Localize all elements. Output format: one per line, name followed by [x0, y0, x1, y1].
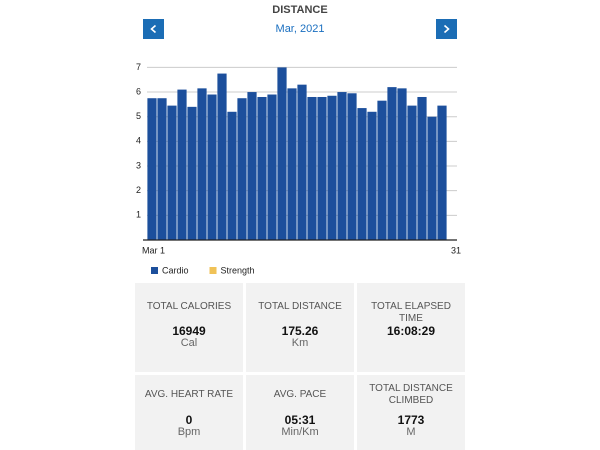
- stat-cell: TOTAL CALORIES 16949 Cal: [135, 283, 243, 372]
- bar: [287, 88, 297, 240]
- bar: [427, 116, 437, 240]
- bar: [207, 94, 217, 241]
- y-tick-label: 2: [136, 185, 141, 195]
- bar: [397, 88, 407, 240]
- y-tick-label: 4: [136, 136, 141, 146]
- bar: [347, 93, 357, 240]
- stat-value: 175.26: [281, 324, 319, 338]
- stat-label: TOTAL ELAPSED TIME: [371, 301, 451, 324]
- next-button[interactable]: [436, 19, 457, 39]
- bar: [407, 105, 417, 240]
- bar: [317, 96, 327, 240]
- stat-label: AVG. HEART RATE: [144, 389, 234, 400]
- bar: [177, 89, 187, 240]
- prev-button[interactable]: [143, 19, 164, 39]
- bar: [337, 92, 347, 240]
- bar: [417, 96, 427, 240]
- bar: [367, 111, 377, 240]
- stat-unit: Bpm: [177, 426, 201, 438]
- stat-label: TOTAL DISTANCE: [258, 301, 342, 312]
- bar: [167, 105, 177, 240]
- period: Mar, 2021: [276, 23, 325, 35]
- stat-value: 1773: [397, 413, 425, 427]
- bar: [217, 73, 227, 240]
- x-tick-label: Mar 1: [142, 245, 165, 255]
- bar: [187, 106, 197, 241]
- bar: [357, 108, 367, 241]
- title: DISTANCE: [272, 4, 327, 16]
- stat-value: 0: [185, 413, 193, 427]
- bar: [277, 67, 287, 240]
- x-tick-label: 31: [451, 245, 461, 255]
- bar: [237, 98, 247, 240]
- bar: [147, 98, 157, 240]
- legend-swatch: [151, 267, 158, 274]
- y-tick-label: 6: [136, 86, 141, 96]
- bar: [297, 84, 307, 240]
- bar: [377, 100, 387, 240]
- bar: [267, 94, 277, 241]
- bar: [387, 87, 397, 240]
- stat-unit: M: [406, 426, 416, 438]
- stat-label: TOTAL CALORIES: [146, 301, 232, 312]
- stat-value: 05:31: [284, 413, 316, 427]
- stat-label: AVG. PACE: [273, 389, 327, 400]
- y-tick-label: 1: [136, 210, 141, 220]
- bar: [437, 105, 447, 240]
- stat-cell: TOTAL DISTANCE CLIMBED 1773 M: [357, 375, 465, 450]
- bar: [257, 96, 267, 240]
- stat-label: TOTAL DISTANCE CLIMBED: [369, 383, 453, 406]
- stat-cell: AVG. PACE 05:31 Min/Km: [246, 375, 354, 450]
- bar: [227, 111, 237, 240]
- legend-swatch: [209, 267, 217, 274]
- stat-cell: TOTAL ELAPSED TIME 16:08:29: [357, 283, 465, 372]
- stat-unit: Km: [291, 337, 309, 349]
- bar: [327, 95, 337, 241]
- legend-label: Strength: [221, 265, 255, 275]
- y-tick-label: 3: [136, 160, 141, 170]
- stat-value: 16949: [172, 324, 206, 338]
- bar: [307, 96, 317, 240]
- bar: [157, 98, 167, 240]
- legend-label: Cardio: [162, 265, 189, 275]
- stat-cell: TOTAL DISTANCE 175.26 Km: [246, 283, 354, 372]
- stat-value: 16:08:29: [386, 324, 436, 338]
- y-tick-label: 7: [136, 62, 141, 72]
- bar: [247, 92, 257, 240]
- bar: [197, 88, 207, 240]
- stat-unit: Cal: [180, 337, 198, 349]
- stat-unit: Min/Km: [281, 426, 319, 438]
- y-tick-label: 5: [136, 111, 141, 121]
- stat-cell: AVG. HEART RATE 0 Bpm: [135, 375, 243, 450]
